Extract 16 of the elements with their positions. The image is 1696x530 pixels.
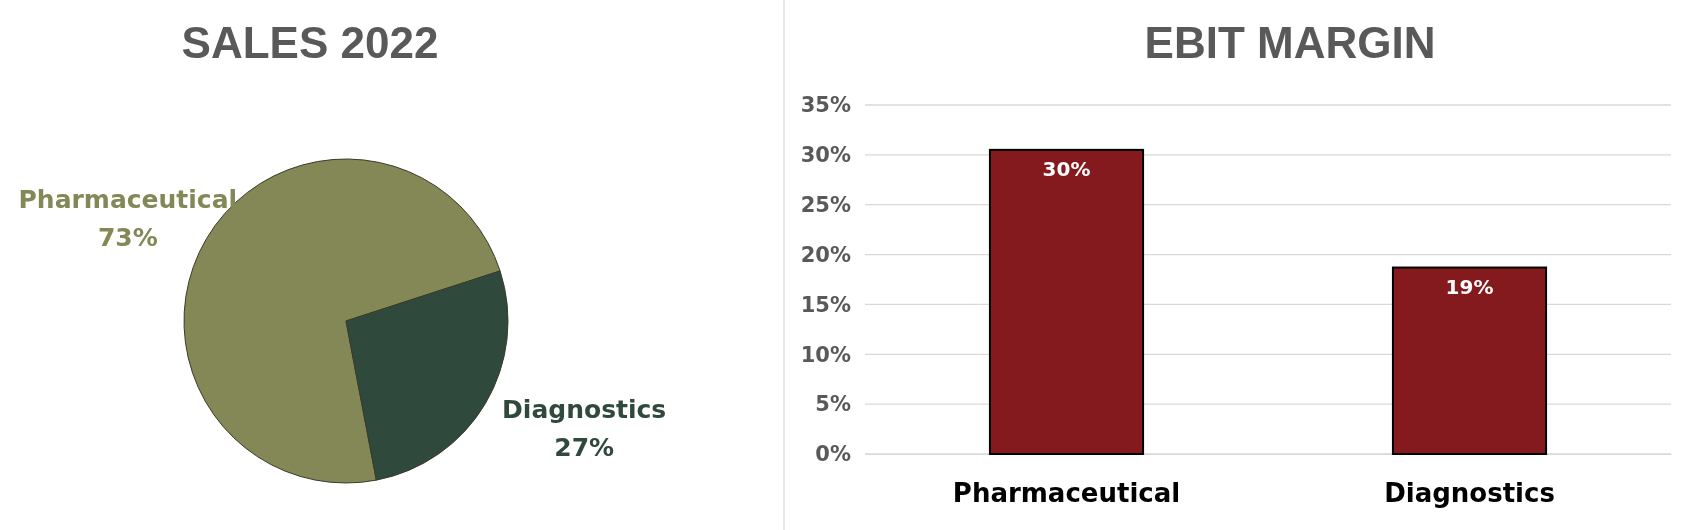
y-tick-label: 30%: [800, 143, 851, 168]
y-tick-label: 5%: [815, 392, 851, 417]
y-tick-label: 25%: [800, 192, 851, 217]
slice-label: Pharmaceutical: [18, 184, 238, 214]
y-tick-label: 10%: [800, 342, 851, 367]
chart-title: EBIT MARGIN: [1144, 18, 1436, 67]
slice-label: Diagnostics: [502, 395, 667, 425]
y-tick-label: 35%: [800, 93, 851, 118]
y-tick-label: 20%: [800, 242, 851, 267]
y-tick-label: 15%: [800, 292, 851, 317]
data-label: 27%: [554, 433, 615, 463]
data-label: 73%: [97, 222, 158, 252]
data-label: 30%: [1042, 156, 1091, 181]
data-label: 19%: [1445, 274, 1494, 299]
chart-title: SALES 2022: [181, 18, 439, 67]
y-tick-label: 0%: [815, 442, 851, 467]
